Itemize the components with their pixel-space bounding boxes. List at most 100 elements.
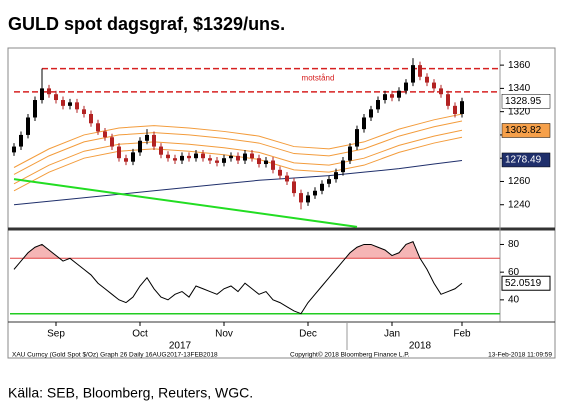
rsi-line — [13, 241, 463, 315]
candle-body — [418, 65, 422, 77]
candle-body — [82, 109, 86, 114]
price-tag — [501, 123, 551, 138]
candle-body — [439, 88, 443, 95]
candle-body — [411, 65, 415, 83]
year-label: 2018 — [409, 341, 432, 352]
y-tick-label: 1260 — [508, 176, 531, 187]
x-tick-label: Jan — [384, 329, 400, 340]
footer-right: 13-Feb-2018 11:09:59 — [488, 352, 552, 359]
y-tick-label: 1340 — [508, 83, 531, 94]
candle-body — [285, 175, 289, 182]
candle-body — [75, 102, 79, 110]
candle-body — [61, 100, 65, 106]
frame — [7, 47, 556, 359]
candle-body — [348, 146, 352, 161]
moving-average — [13, 136, 463, 192]
candle-body — [19, 134, 23, 147]
candle-body — [159, 146, 163, 155]
candle-body — [33, 100, 37, 118]
x-tick-label: Feb — [453, 329, 471, 340]
candle-body — [432, 82, 436, 89]
candle-body — [264, 160, 268, 165]
candle-body — [334, 172, 338, 180]
candle-body — [320, 183, 324, 191]
price-tag — [501, 93, 551, 109]
price-tag-label: 1303.82 — [505, 125, 542, 136]
candle-body — [362, 117, 366, 130]
footer-left: XAU Curncy (Gold Spot $/Oz) Graph 26 Dai… — [12, 352, 218, 359]
candle-body — [425, 76, 429, 83]
candle-body — [26, 117, 30, 135]
candle-body — [257, 158, 261, 165]
candle-body — [103, 131, 107, 138]
candle-body — [145, 134, 149, 141]
candle-body — [376, 100, 380, 110]
x-tick-label: Dec — [299, 329, 317, 340]
title: GULD spot dagsgraf, $1329/uns. — [8, 14, 285, 34]
candle-body — [47, 88, 51, 95]
candle-body — [222, 158, 226, 163]
candle-body — [292, 181, 296, 194]
x-tick-label: Oct — [132, 329, 148, 340]
candle-body — [215, 160, 219, 163]
candle-body — [250, 153, 254, 159]
candle-body — [446, 94, 450, 106]
candle-body — [208, 158, 212, 161]
candle-body — [404, 82, 408, 91]
candle-body — [390, 94, 394, 98]
candle-body — [453, 105, 457, 114]
candle-body — [236, 155, 240, 161]
candle-body — [89, 113, 93, 124]
candle-body — [299, 193, 303, 203]
candle-body — [306, 195, 310, 203]
candle-body — [243, 153, 247, 161]
moving-average — [13, 113, 463, 168]
candle-body — [313, 190, 317, 196]
candle-body — [152, 134, 156, 147]
last-tag — [501, 275, 551, 291]
x-tick-label: Nov — [215, 329, 233, 340]
price-tag-label: 1328.95 — [505, 96, 542, 107]
candle-body — [40, 88, 44, 101]
source: Källa: SEB, Bloomberg, Reuters, WGC. — [8, 385, 253, 401]
y-tick-label: 80 — [508, 239, 520, 250]
candle-body — [355, 129, 359, 147]
annotation: motstånd — [302, 74, 335, 83]
candle-body — [271, 160, 275, 170]
candle-body — [117, 146, 121, 159]
candle-body — [201, 153, 205, 159]
last-label: 52.0519 — [505, 278, 542, 289]
footer-center: Copyright© 2018 Bloomberg Finance L.P. — [290, 351, 410, 359]
x-tick-label: Sep — [47, 329, 65, 340]
candle-body — [278, 169, 282, 176]
y-tick-label: 1360 — [508, 60, 531, 71]
price-tag-label: 1278.49 — [505, 155, 542, 166]
candle-body — [54, 94, 58, 101]
candle-body — [68, 102, 72, 106]
candle-body — [369, 109, 373, 118]
candle-body — [166, 154, 170, 159]
candle-body — [131, 152, 135, 162]
candle-body — [341, 160, 345, 173]
candle-body — [383, 94, 387, 101]
moving-average — [13, 129, 463, 185]
candle-body — [397, 90, 401, 98]
moving-average — [13, 120, 463, 175]
year-label: 2017 — [169, 341, 192, 352]
y-tick-label: 60 — [508, 267, 520, 278]
candle-body — [229, 155, 233, 159]
candle-body — [327, 179, 331, 184]
candle-body — [12, 146, 16, 153]
trendline — [13, 178, 358, 228]
candle-body — [460, 101, 464, 114]
moving-average — [13, 160, 463, 206]
candle-body — [187, 155, 191, 159]
y-tick-label: 40 — [508, 294, 520, 305]
candle-body — [124, 158, 128, 162]
candle-body — [138, 140, 142, 153]
candle-body — [110, 137, 114, 147]
y-tick-label: 1240 — [508, 199, 531, 210]
candle-body — [96, 123, 100, 132]
candle-body — [173, 158, 177, 161]
